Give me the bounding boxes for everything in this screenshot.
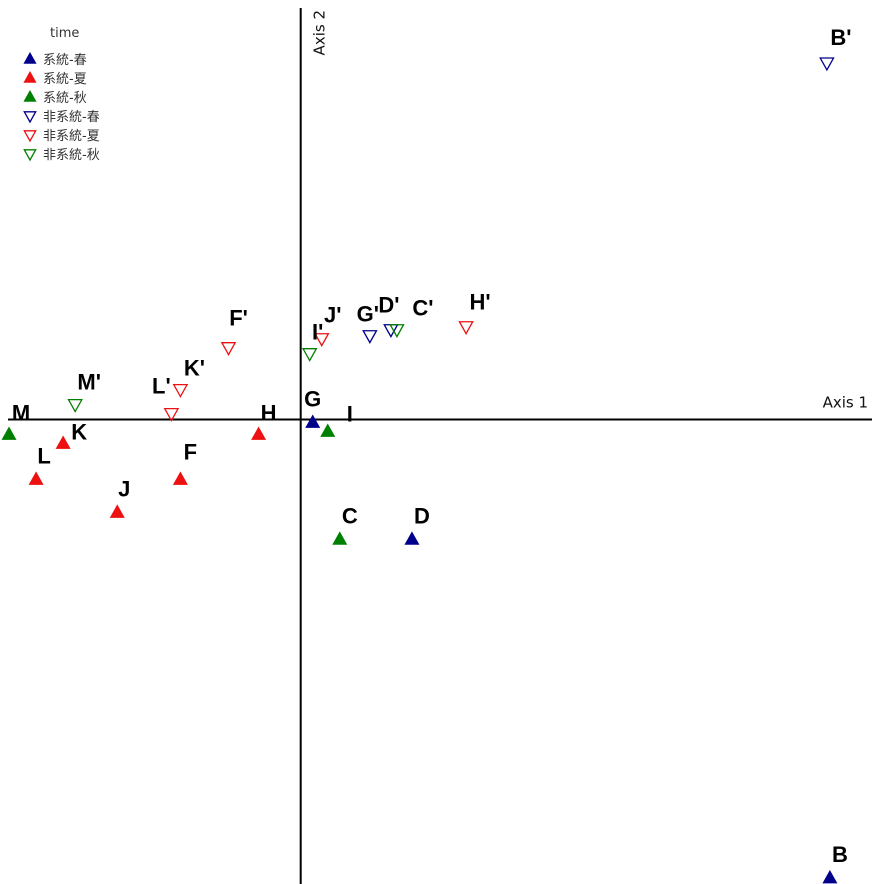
- legend-marker-icon: [23, 111, 37, 124]
- legend-entry-label: 系統-夏: [43, 72, 87, 87]
- legend-entry-label: 系統-秋: [43, 91, 87, 106]
- legend-marker-icon: [23, 149, 37, 162]
- data-points: [1, 57, 838, 884]
- y-axis-title: Axis 2: [311, 10, 329, 55]
- data-point-marker: [458, 321, 474, 335]
- data-point-marker: [1, 426, 17, 440]
- data-point-label: J': [324, 303, 341, 328]
- data-point-marker: [362, 330, 378, 344]
- data-point-label: K: [71, 419, 87, 444]
- axes: Axis 1 Axis 2: [8, 8, 872, 884]
- x-axis-title: Axis 1: [823, 394, 868, 412]
- data-point-marker: [251, 426, 267, 440]
- data-point-marker: [172, 384, 189, 398]
- legend-marker-icon: [23, 51, 37, 64]
- data-point-label: D': [378, 293, 399, 318]
- legend-marker-icon: [23, 70, 37, 83]
- data-point-label: C: [342, 503, 358, 528]
- data-point-marker: [389, 324, 405, 338]
- data-point-marker: [172, 471, 188, 485]
- data-point-label: C': [412, 296, 433, 321]
- legend-entry-label: 非系統-春: [43, 110, 100, 125]
- data-point-label: I: [347, 402, 353, 427]
- data-point-marker: [55, 435, 71, 449]
- data-point-marker: [301, 348, 318, 362]
- data-point-label: M': [77, 370, 101, 395]
- data-point-marker: [404, 531, 420, 545]
- legend-entry-label: 非系統-夏: [43, 129, 100, 144]
- data-point-marker: [305, 414, 321, 428]
- data-point-marker: [313, 333, 330, 347]
- legend-marker-icon: [23, 89, 37, 102]
- data-point-marker: [332, 531, 348, 545]
- data-labels: G D B H F J KL I C M G' D' B' H' J' F' K' L' C' I' M': [12, 25, 852, 867]
- data-point-label: F: [184, 439, 197, 464]
- legend-title: time: [50, 26, 79, 41]
- data-point-label: L': [152, 374, 171, 399]
- data-point-label: B': [830, 25, 851, 50]
- data-point-label: K': [184, 356, 205, 381]
- legend-marker-icon: [23, 130, 37, 143]
- data-point-label: H: [261, 401, 277, 426]
- data-point-label: D: [414, 503, 430, 528]
- data-point-label: J: [118, 476, 130, 501]
- data-point-marker: [28, 471, 44, 485]
- legend-entry-label: 非系統-秋: [43, 148, 100, 163]
- data-point-label: I': [312, 320, 323, 345]
- data-point-label: M: [12, 401, 30, 426]
- data-point-marker: [822, 869, 838, 884]
- data-point-marker: [67, 398, 83, 413]
- data-point-label: G': [357, 302, 379, 327]
- data-point-marker: [220, 342, 237, 356]
- data-point-marker: [320, 423, 336, 437]
- data-point-label: F': [229, 306, 248, 331]
- data-point-marker: [109, 504, 125, 518]
- data-point-label: G: [304, 387, 321, 412]
- data-point-label: H': [470, 290, 491, 315]
- data-point-label: B: [832, 842, 848, 867]
- legend-entry-label: 系統-春: [43, 53, 87, 68]
- data-point-marker: [163, 407, 180, 422]
- data-point-marker: [819, 57, 835, 72]
- data-point-label: L: [37, 443, 50, 468]
